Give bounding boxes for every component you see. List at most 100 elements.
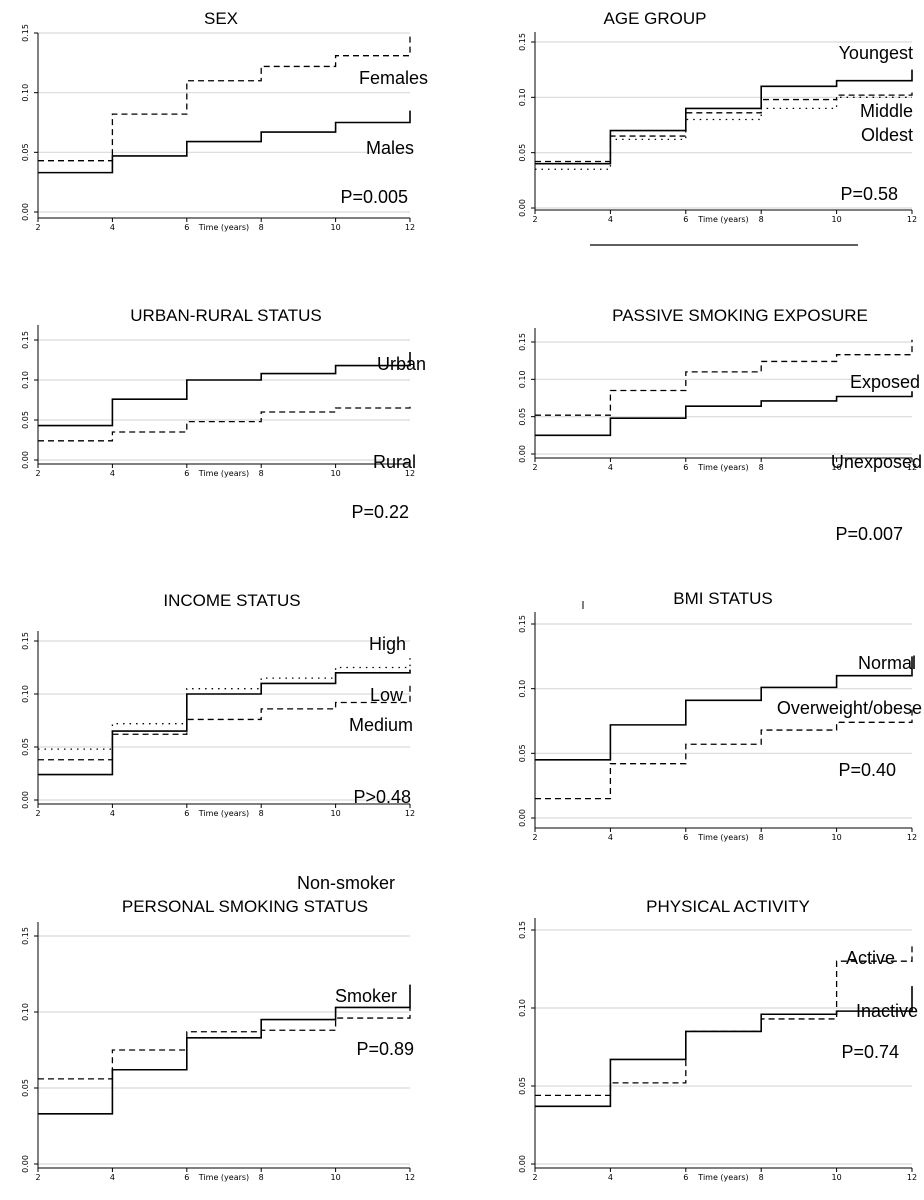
- series-label: Youngest: [839, 43, 913, 63]
- y-tick-label: 0.05: [21, 143, 30, 161]
- x-tick-label: 6: [184, 223, 189, 232]
- chart-panel-7: 0.00 0.05 0.10 0.15 2 4 6 8 10 12 Time (years) PERS…: [21, 873, 415, 1182]
- series-line-unexposed: [535, 391, 913, 437]
- x-tick-label: 12: [405, 1173, 415, 1182]
- series-line-normal: [535, 656, 913, 761]
- x-tick-label: 2: [532, 463, 537, 472]
- y-tick-label: 0.10: [21, 685, 30, 703]
- y-tick-label: 0.00: [518, 445, 527, 463]
- series-line-overweight-obese: [535, 708, 913, 800]
- p-value-label: P=0.89: [356, 1039, 414, 1059]
- x-tick-label: 4: [608, 1173, 613, 1182]
- y-tick-label: 0.15: [518, 615, 527, 633]
- x-tick-label: 4: [608, 833, 613, 842]
- x-tick-label: 6: [683, 1173, 688, 1182]
- series-line-smoker: [38, 1007, 411, 1080]
- chart-panel-8: 0.00 0.05 0.10 0.15 2 4 6 8 10 12 Time (years) PHYS…: [518, 897, 918, 1182]
- series-label: Active: [846, 948, 895, 968]
- x-tick-label: 12: [907, 215, 917, 224]
- series-label: Males: [366, 138, 414, 158]
- p-value-label: P>0.48: [353, 787, 411, 807]
- p-value-label: P=0.007: [835, 524, 903, 544]
- series-line-rural: [38, 404, 411, 442]
- x-tick-label: 2: [35, 1173, 40, 1182]
- x-tick-label: 12: [405, 469, 415, 478]
- x-tick-label: 10: [832, 833, 842, 842]
- series-line-non-smoker: [38, 984, 411, 1115]
- series-line-males: [38, 110, 411, 174]
- series-label: Unexposed: [831, 452, 922, 472]
- x-tick-label: 2: [35, 469, 40, 478]
- series-line-youngest: [535, 69, 913, 165]
- x-tick-label: 2: [532, 833, 537, 842]
- series-line-low: [38, 669, 411, 776]
- chart-title: URBAN-RURAL STATUS: [130, 306, 321, 325]
- y-tick-label: 0.15: [21, 331, 30, 349]
- series-label: Smoker: [335, 986, 397, 1006]
- series-label: Rural: [373, 452, 416, 472]
- y-tick-label: 0.15: [518, 33, 527, 51]
- x-tick-label: 2: [35, 223, 40, 232]
- chart-panel-2: 0.00 0.05 0.10 0.15 2 4 6 8 10 12 Time (years) AGE …: [518, 9, 917, 224]
- x-tick-label: 12: [907, 1173, 917, 1182]
- x-tick-label: 8: [259, 1173, 264, 1182]
- series-line-exposed: [535, 339, 913, 416]
- chart-title: AGE GROUP: [604, 9, 707, 28]
- x-tick-label: 4: [608, 215, 613, 224]
- chart-panel-5: 0.00 0.05 0.10 0.15 2 4 6 8 10 12 Time (years) INCO…: [21, 591, 415, 818]
- series-line-medium: [38, 685, 411, 761]
- x-tick-label: 8: [259, 223, 264, 232]
- y-tick-label: 0.05: [21, 411, 30, 429]
- x-tick-label: 8: [759, 215, 764, 224]
- x-tick-label: 8: [259, 469, 264, 478]
- x-tick-label: 12: [907, 833, 917, 842]
- x-tick-label: 2: [35, 809, 40, 818]
- series-label: Middle: [860, 101, 913, 121]
- series-label: Non-smoker: [297, 873, 395, 893]
- x-tick-label: 6: [683, 463, 688, 472]
- y-tick-label: 0.05: [21, 1079, 30, 1097]
- y-tick-label: 0.05: [518, 1077, 527, 1095]
- y-tick-label: 0.00: [21, 1155, 30, 1173]
- y-tick-label: 0.10: [518, 999, 527, 1017]
- chart-panel-6: 0.00 0.05 0.10 0.15 2 4 6 8 10 12 Time (years) BMI …: [518, 589, 922, 842]
- y-tick-label: 0.10: [518, 370, 527, 388]
- x-tick-label: 4: [110, 223, 115, 232]
- x-tick-label: 6: [184, 809, 189, 818]
- chart-panel-4: 0.00 0.05 0.10 0.15 2 4 6 8 10 12 Time (years) PASS…: [518, 306, 922, 544]
- y-tick-label: 0.15: [21, 927, 30, 945]
- x-tick-label: 8: [759, 463, 764, 472]
- chart-title: PASSIVE SMOKING EXPOSURE: [612, 306, 868, 325]
- p-value-label: P=0.74: [841, 1042, 899, 1062]
- y-tick-label: 0.10: [21, 1003, 30, 1021]
- y-tick-label: 0.05: [518, 408, 527, 426]
- y-tick-label: 0.00: [518, 1155, 527, 1173]
- x-tick-label: 10: [832, 215, 842, 224]
- x-tick-label: 12: [405, 223, 415, 232]
- series-label: Overweight/obese: [777, 698, 922, 718]
- y-tick-label: 0.00: [518, 199, 527, 217]
- x-axis-label: Time (years): [697, 833, 748, 842]
- x-tick-label: 10: [331, 1173, 341, 1182]
- series-label: Normal: [858, 653, 916, 673]
- p-value-label: P=0.40: [838, 760, 896, 780]
- y-tick-label: 0.15: [518, 921, 527, 939]
- y-tick-label: 0.15: [21, 632, 30, 650]
- y-tick-label: 0.05: [21, 738, 30, 756]
- x-tick-label: 4: [110, 469, 115, 478]
- y-tick-label: 0.10: [21, 84, 30, 102]
- y-tick-label: 0.10: [518, 680, 527, 698]
- x-tick-label: 10: [331, 469, 341, 478]
- p-value-label: P=0.58: [840, 184, 898, 204]
- y-tick-label: 0.15: [21, 24, 30, 42]
- series-label: Medium: [349, 715, 413, 735]
- x-tick-label: 6: [184, 1173, 189, 1182]
- chart-title: INCOME STATUS: [163, 591, 300, 610]
- x-tick-label: 6: [683, 833, 688, 842]
- p-value-label: P=0.005: [340, 187, 408, 207]
- series-label: Urban: [377, 354, 426, 374]
- y-tick-label: 0.00: [21, 203, 30, 221]
- p-value-label: P=0.22: [351, 502, 409, 522]
- x-axis-label: Time (years): [697, 215, 748, 224]
- x-tick-label: 12: [405, 809, 415, 818]
